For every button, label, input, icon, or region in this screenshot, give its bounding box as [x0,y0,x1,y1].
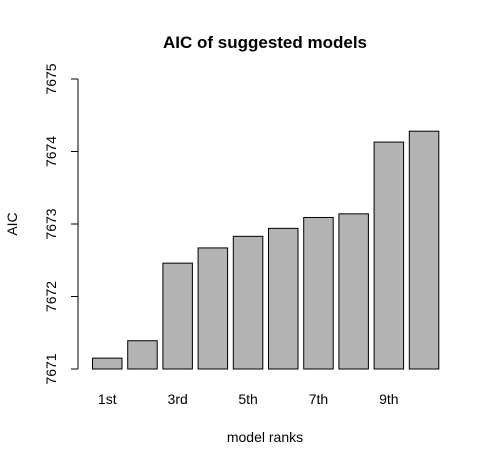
bar-1st [92,357,123,370]
x-tick-labels: 1st 3rd 5th 7th 9th [98,391,399,407]
x-axis-label: model ranks [227,429,303,445]
y-axis: 7671 7672 7673 7674 7675 [43,63,79,385]
y-axis-label: AIC [4,212,20,235]
bar-9th [373,141,405,370]
y-tick-label: 7671 [43,353,59,384]
y-tick-label: 7672 [43,281,59,312]
bar-6th [268,227,299,370]
x-tick-label: 9th [379,391,398,407]
bar-3rd [162,262,193,370]
x-tick-label: 5th [238,391,257,407]
x-tick-label: 1st [98,391,117,407]
y-tick-label: 7673 [43,208,59,239]
bar-5th [232,235,264,370]
x-tick-label: 7th [309,391,328,407]
bar-8th [338,213,369,370]
bar-2nd [127,340,158,370]
y-tick-label: 7674 [43,136,59,167]
bars [92,130,440,370]
bar-10th [408,130,440,370]
y-tick-label: 7675 [43,63,59,94]
bar-4th [197,247,229,370]
x-tick-label: 3rd [168,391,188,407]
chart-title: AIC of suggested models [163,33,367,52]
bar-7th [303,216,334,370]
